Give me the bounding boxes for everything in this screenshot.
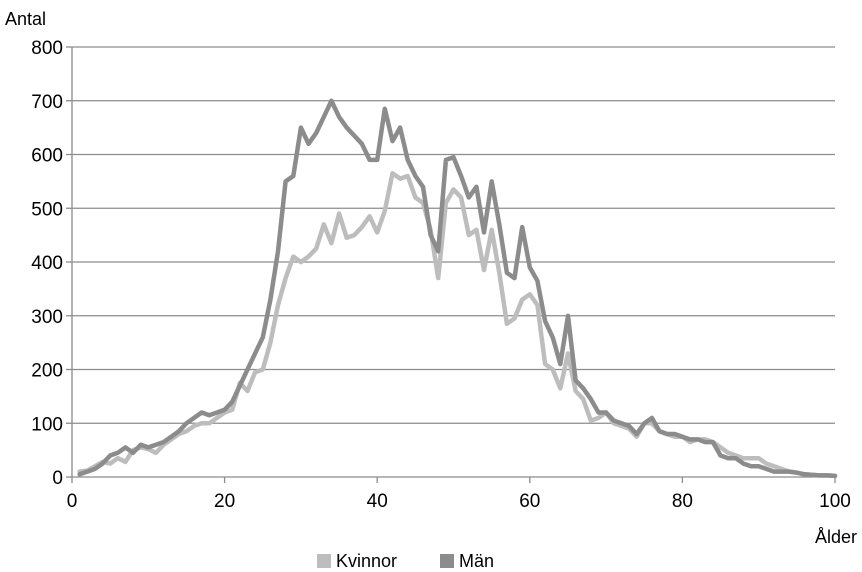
x-tick-label: 20 xyxy=(214,491,235,512)
y-axis-title: Antal xyxy=(5,9,46,29)
tick-labels: 0 100 200 300 400 500 600 700 800 0 20 40 60 80 100 xyxy=(31,38,851,512)
x-tick-label: 80 xyxy=(672,491,693,512)
y-tick-label: 700 xyxy=(31,92,63,113)
x-tick-label: 0 xyxy=(67,491,78,512)
legend-swatch xyxy=(440,554,454,568)
y-tick-label: 200 xyxy=(31,361,63,382)
y-tick-label: 300 xyxy=(31,307,63,328)
y-tick-label: 800 xyxy=(31,38,63,59)
y-tick-label: 600 xyxy=(31,146,63,167)
series-line-m-n xyxy=(77,98,838,479)
y-tick-label: 400 xyxy=(31,253,63,274)
x-axis-title: Ålder xyxy=(815,527,857,547)
x-tick-label: 100 xyxy=(819,491,851,512)
legend-label: Kvinnor xyxy=(336,551,397,571)
legend-label: Män xyxy=(459,551,494,571)
x-tick-label: 60 xyxy=(519,491,540,512)
series-lines xyxy=(77,98,838,479)
axes xyxy=(66,46,836,483)
gridlines xyxy=(72,46,835,424)
y-tick-label: 100 xyxy=(31,414,63,435)
series-line-kvinnor xyxy=(77,171,838,479)
legend: Kvinnor Män xyxy=(317,551,494,571)
x-tick-label: 40 xyxy=(367,491,388,512)
legend-swatch xyxy=(317,554,331,568)
y-tick-label: 0 xyxy=(52,468,63,489)
y-tick-label: 500 xyxy=(31,199,63,220)
